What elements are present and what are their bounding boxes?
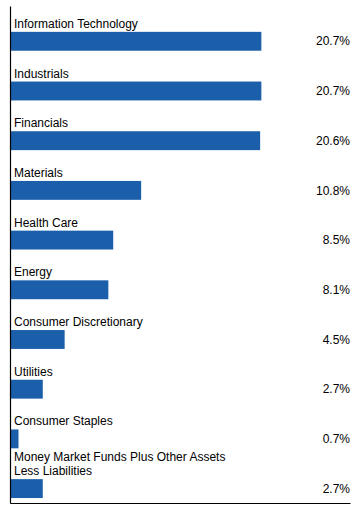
value-label: 4.5% xyxy=(323,333,351,347)
category-label: Consumer Discretionary xyxy=(14,315,143,329)
category-label: Consumer Staples xyxy=(14,414,113,428)
value-label: 8.1% xyxy=(323,283,351,297)
chart: Money Market Funds Plus Other AssetsLess… xyxy=(0,0,360,517)
category-label: Industrials xyxy=(14,67,69,81)
category-label: Energy xyxy=(14,265,52,279)
x-axis-line xyxy=(11,503,351,504)
category-label: Health Care xyxy=(14,216,78,230)
bar xyxy=(10,32,261,51)
bar xyxy=(10,231,113,250)
value-label: 10.8% xyxy=(316,184,350,198)
value-label: 2.7% xyxy=(323,482,351,496)
value-label: 20.7% xyxy=(316,84,350,98)
x-axis xyxy=(11,503,351,504)
value-label: 2.7% xyxy=(323,382,351,396)
value-labels: 2.7% 0.7% 2.7% 4.5% 8.1% 8.5% 10.8% 20.6% 20.7% 2… xyxy=(316,34,350,495)
bar xyxy=(10,82,261,101)
value-label: 8.5% xyxy=(323,233,351,247)
value-label: 20.6% xyxy=(316,134,350,148)
value-label: 0.7% xyxy=(323,432,351,446)
category-label: Materials xyxy=(14,166,63,180)
category-labels: Money Market Funds Plus Other AssetsLess… xyxy=(14,17,225,478)
y-axis xyxy=(10,7,11,504)
bar xyxy=(10,280,108,299)
bar xyxy=(10,131,260,150)
bars xyxy=(10,32,261,498)
value-label: 20.7% xyxy=(316,34,350,48)
bar xyxy=(10,479,43,498)
category-label: Information Technology xyxy=(14,17,138,31)
category-label: Utilities xyxy=(14,365,53,379)
plot: Money Market Funds Plus Other AssetsLess… xyxy=(10,7,351,504)
bar xyxy=(10,181,141,200)
bar xyxy=(10,380,43,399)
y-axis-line xyxy=(10,7,11,504)
bar xyxy=(10,330,65,349)
category-label: Money Market Funds Plus Other AssetsLess… xyxy=(14,450,225,478)
category-label: Financials xyxy=(14,116,68,130)
bar xyxy=(10,429,19,448)
